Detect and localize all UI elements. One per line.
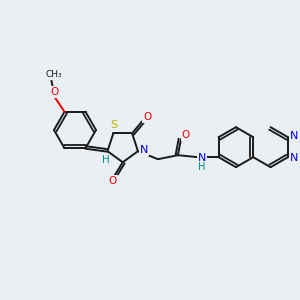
Text: O: O [50, 87, 59, 97]
Text: S: S [111, 120, 118, 130]
Text: N: N [290, 153, 298, 163]
Text: CH₃: CH₃ [45, 70, 62, 79]
Text: H: H [198, 162, 206, 172]
Text: N: N [140, 145, 148, 155]
Text: O: O [143, 112, 151, 122]
Text: O: O [109, 176, 117, 186]
Text: O: O [182, 130, 190, 140]
Text: N: N [290, 131, 298, 141]
Text: H: H [102, 155, 110, 165]
Text: N: N [198, 153, 206, 163]
